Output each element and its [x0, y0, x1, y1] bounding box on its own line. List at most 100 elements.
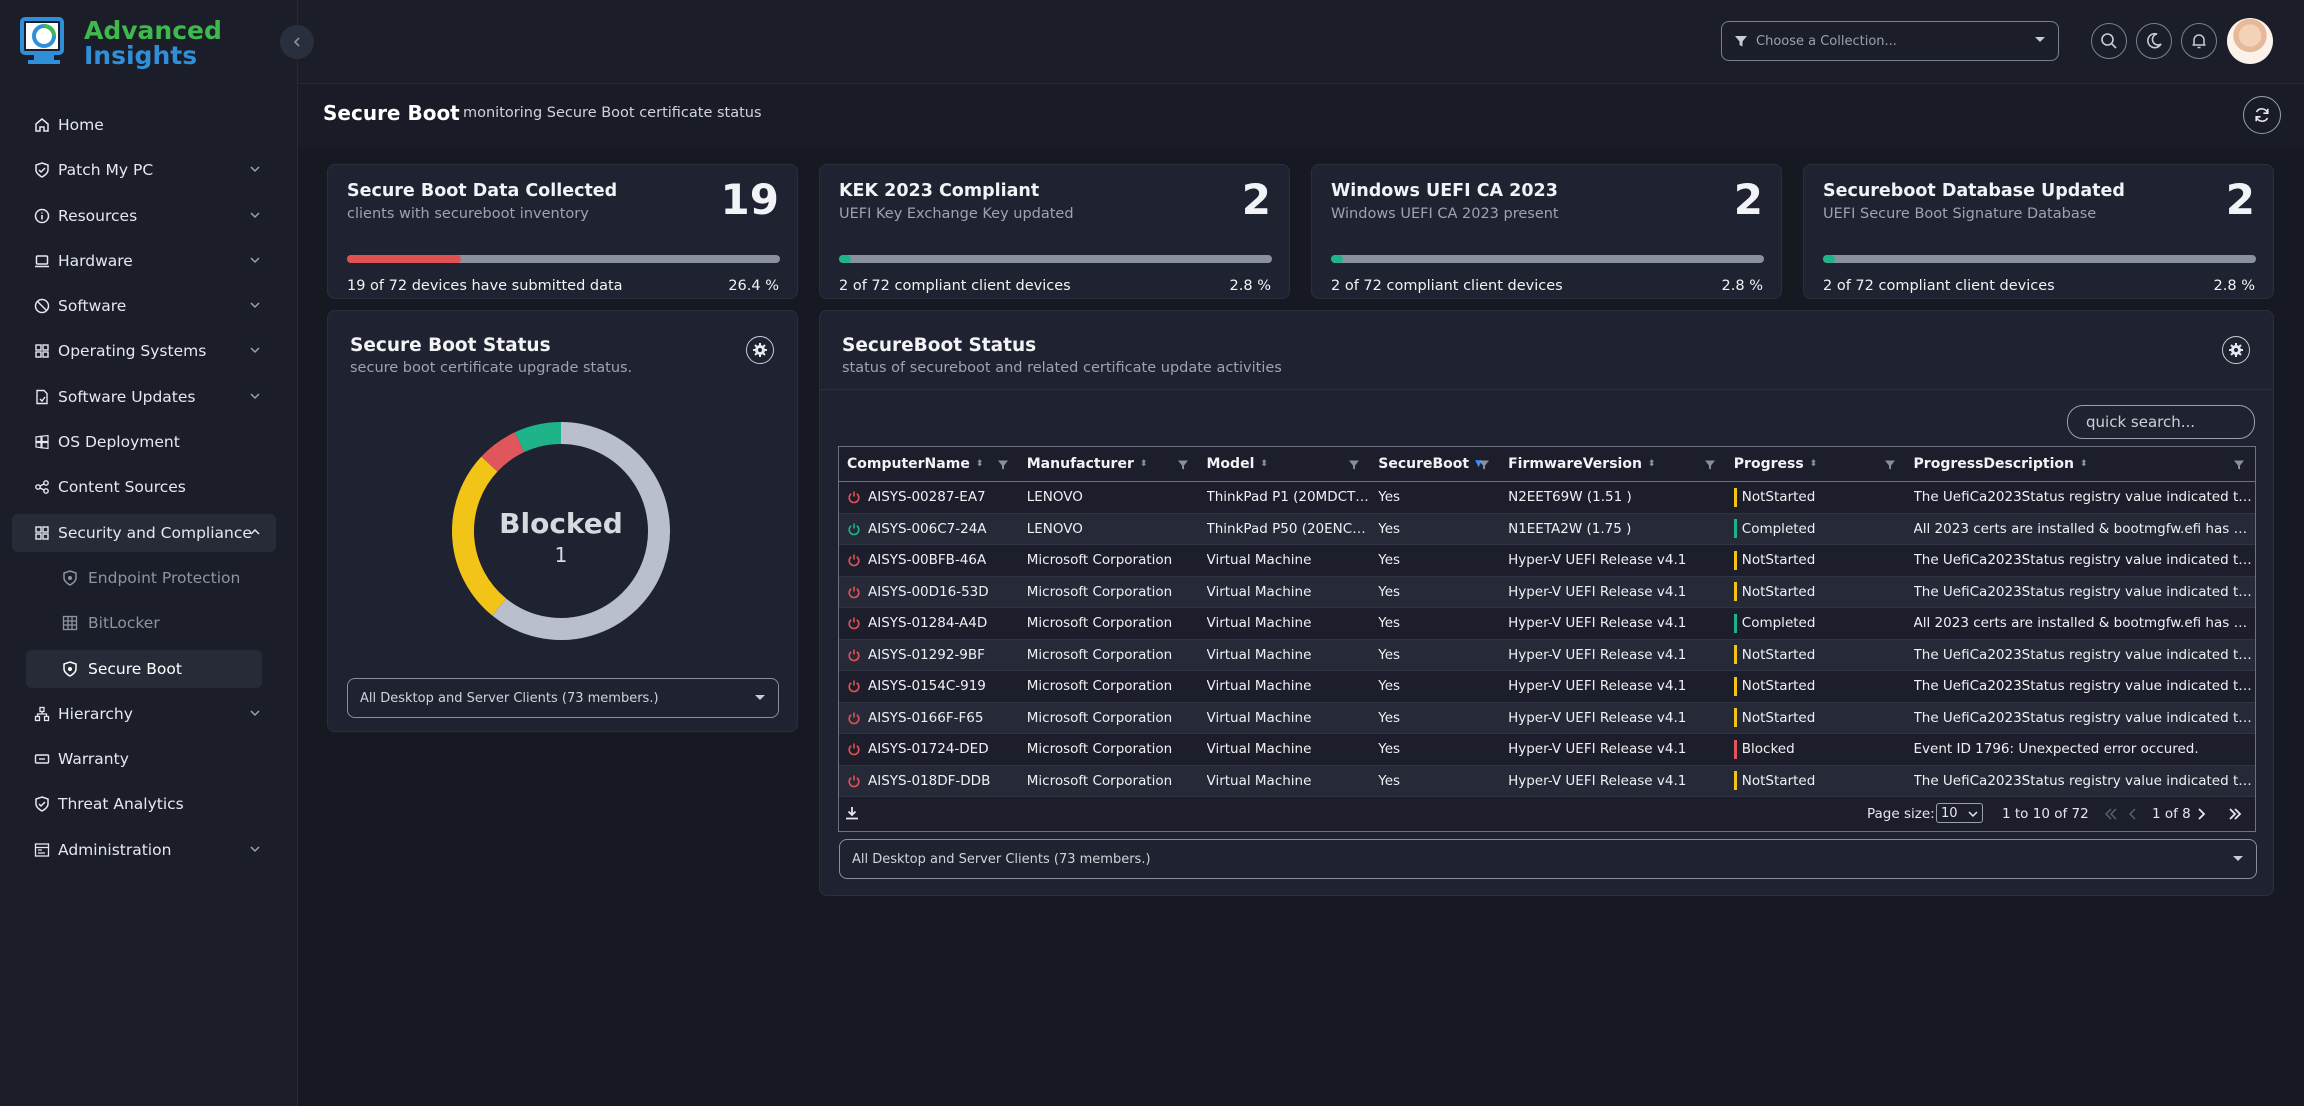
notifications-button[interactable]: [2181, 23, 2217, 59]
cell-text: NotStarted: [1742, 489, 1816, 505]
cell-text: The UefiCa2023Status registry value indi…: [1914, 584, 2256, 600]
cell-text: The UefiCa2023Status registry value indi…: [1914, 552, 2256, 568]
kpi-progress-bar: [1331, 255, 1764, 263]
shield-icon: [34, 796, 50, 812]
table-row[interactable]: AISYS-006C7-24A LENOVO ThinkPad P50 (20ENC…: [839, 514, 2255, 546]
table-cell-model: ThinkPad P50 (20ENCTO1WW): [1199, 514, 1371, 545]
column-header[interactable]: Model ⬍: [1199, 447, 1371, 481]
prev-page-icon[interactable]: [2128, 808, 2138, 820]
nav-item-os-deployment[interactable]: OS Deployment: [12, 423, 276, 461]
column-filter-icon[interactable]: [1704, 459, 1716, 471]
power-icon: [847, 616, 861, 630]
column-filter-icon[interactable]: [997, 459, 1009, 471]
cell-text: Virtual Machine: [1207, 552, 1312, 568]
cell-text: LENOVO: [1027, 521, 1083, 537]
sidebar-collapse-button[interactable]: [280, 25, 314, 59]
table-row[interactable]: AISYS-00287-EA7 LENOVO ThinkPad P1 (20MDCT…: [839, 482, 2255, 514]
search-button[interactable]: [2091, 23, 2127, 59]
user-avatar[interactable]: [2227, 18, 2273, 64]
column-header-label: Model: [1207, 456, 1255, 472]
cell-text: Microsoft Corporation: [1027, 741, 1172, 757]
next-page-icon[interactable]: [2196, 808, 2206, 820]
table-cell-name: AISYS-006C7-24A: [839, 514, 1019, 545]
nav-item-threat-analytics[interactable]: Threat Analytics: [12, 785, 276, 823]
table-row[interactable]: AISYS-01284-A4D Microsoft Corporation Virt…: [839, 608, 2255, 640]
nav-item-home[interactable]: Home: [12, 106, 276, 144]
column-filter-icon[interactable]: [2233, 459, 2245, 471]
table-cell-prog: NotStarted: [1726, 482, 1906, 513]
theme-toggle-button[interactable]: [2136, 23, 2172, 59]
donut-segment-blocked[interactable]: [489, 442, 519, 464]
refresh-icon: [2253, 106, 2271, 124]
kpi-footer: 2 of 72 compliant client devices: [839, 278, 1071, 294]
collection-select[interactable]: Choose a Collection...: [1721, 21, 2059, 61]
cell-text: Virtual Machine: [1207, 678, 1312, 694]
nav-item-hierarchy[interactable]: Hierarchy: [12, 695, 276, 733]
quick-search-input[interactable]: [2067, 405, 2255, 439]
column-filter-icon[interactable]: [1478, 459, 1490, 471]
kpi-title: Windows UEFI CA 2023: [1331, 181, 1558, 201]
column-header[interactable]: FirmwareVersion ⬍: [1500, 447, 1726, 481]
table-collection-select[interactable]: All Desktop and Server Clients (73 membe…: [839, 839, 2257, 879]
download-icon[interactable]: [844, 805, 860, 821]
column-header[interactable]: ProgressDescription ⬍: [1906, 447, 2256, 481]
cell-text: Virtual Machine: [1207, 584, 1312, 600]
status-collection-select[interactable]: All Desktop and Server Clients (73 membe…: [347, 678, 779, 718]
warranty-icon: [34, 751, 50, 767]
nav-item-administration[interactable]: Administration: [12, 831, 276, 869]
nav-item-security-and-compliance[interactable]: Security and Compliance: [12, 514, 276, 552]
brand-line-2: Insights: [84, 43, 222, 68]
chevron-left-icon: [291, 36, 303, 48]
donut-segment-completed[interactable]: [520, 433, 561, 442]
nav-sublabel: Secure Boot: [88, 660, 182, 678]
table-row[interactable]: AISYS-01724-DED Microsoft Corporation Virt…: [839, 734, 2255, 766]
table-row[interactable]: AISYS-0154C-919 Microsoft Corporation Virt…: [839, 671, 2255, 703]
table-cell-fw: Hyper-V UEFI Release v4.1: [1500, 766, 1726, 797]
caret-down-icon: [2232, 855, 2244, 863]
column-header[interactable]: SecureBoot ▼: [1370, 447, 1500, 481]
nav-item-software-updates[interactable]: Software Updates: [12, 378, 276, 416]
column-filter-icon[interactable]: [1348, 459, 1360, 471]
nav-subitem-endpoint-protection[interactable]: Endpoint Protection: [26, 559, 262, 597]
cell-text: Hyper-V UEFI Release v4.1: [1508, 710, 1686, 726]
cell-text: Microsoft Corporation: [1027, 678, 1172, 694]
nav-subitem-bitlocker[interactable]: BitLocker: [26, 604, 262, 642]
nav-item-operating-systems[interactable]: Operating Systems: [12, 332, 276, 370]
nav-item-software[interactable]: Software: [12, 287, 276, 325]
table-row[interactable]: AISYS-0166F-F65 Microsoft Corporation Virt…: [839, 703, 2255, 735]
column-filter-icon[interactable]: [1884, 459, 1896, 471]
table-cell-model: Virtual Machine: [1199, 671, 1371, 702]
table-row[interactable]: AISYS-00D16-53D Microsoft Corporation Virt…: [839, 577, 2255, 609]
first-page-icon[interactable]: [2104, 808, 2118, 820]
nav-item-content-sources[interactable]: Content Sources: [12, 468, 276, 506]
chevron-down-icon: [248, 208, 262, 222]
nav-item-hardware[interactable]: Hardware: [12, 242, 276, 280]
filter-icon: [1734, 34, 1748, 48]
panel-settings-button[interactable]: [2222, 336, 2250, 364]
refresh-button[interactable]: [2243, 96, 2281, 134]
nav-item-patch-my-pc[interactable]: Patch My PC: [12, 151, 276, 189]
last-page-icon[interactable]: [2228, 808, 2242, 820]
panel-settings-button[interactable]: [746, 336, 774, 364]
table-row[interactable]: AISYS-018DF-DDB Microsoft Corporation Virt…: [839, 766, 2255, 798]
nav-subitem-secure-boot[interactable]: Secure Boot: [26, 650, 262, 688]
column-filter-icon[interactable]: [1177, 459, 1189, 471]
panel-title: SecureBoot Status: [842, 335, 1036, 356]
donut-segment-notstarted[interactable]: [463, 464, 499, 607]
page-size-select[interactable]: 10: [1936, 803, 1983, 823]
table-cell-fw: Hyper-V UEFI Release v4.1: [1500, 671, 1726, 702]
table-row[interactable]: AISYS-00BFB-46A Microsoft Corporation Virt…: [839, 545, 2255, 577]
column-header[interactable]: Manufacturer ⬍: [1019, 447, 1199, 481]
column-header-label: ComputerName: [847, 456, 970, 472]
column-header[interactable]: ComputerName ⬍: [839, 447, 1019, 481]
panel-title: Secure Boot Status: [350, 335, 551, 356]
progress-status-indicator: [1734, 551, 1737, 570]
nav-item-warranty[interactable]: Warranty: [12, 740, 276, 778]
column-header[interactable]: Progress ⬍: [1726, 447, 1906, 481]
table-row[interactable]: AISYS-01292-9BF Microsoft Corporation Virt…: [839, 640, 2255, 672]
nav-item-resources[interactable]: Resources: [12, 197, 276, 235]
bitlocker-icon: [62, 615, 78, 631]
progress-status-indicator: [1734, 645, 1737, 664]
app-logo[interactable]: Advanced Insights: [20, 16, 220, 70]
topbar: Choose a Collection...: [298, 0, 2304, 84]
